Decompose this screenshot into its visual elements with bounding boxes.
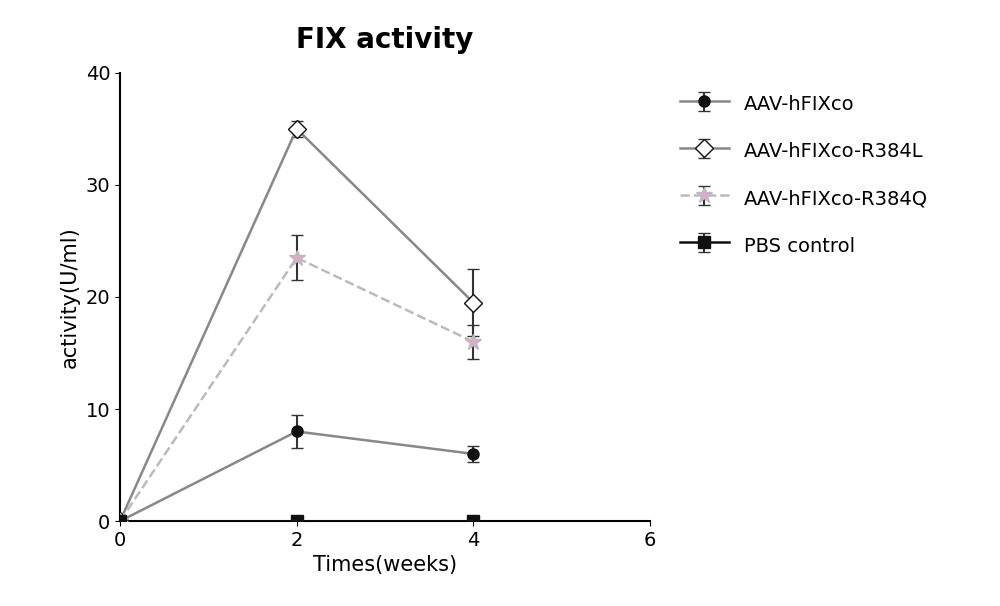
Legend: AAV-hFIXco, AAV-hFIXco-R384L, AAV-hFIXco-R384Q, PBS control: AAV-hFIXco, AAV-hFIXco-R384L, AAV-hFIXco… [670, 82, 938, 267]
Y-axis label: activity(U/ml): activity(U/ml) [60, 226, 80, 368]
Title: FIX activity: FIX activity [296, 25, 474, 54]
X-axis label: Times(weeks): Times(weeks) [313, 556, 457, 576]
